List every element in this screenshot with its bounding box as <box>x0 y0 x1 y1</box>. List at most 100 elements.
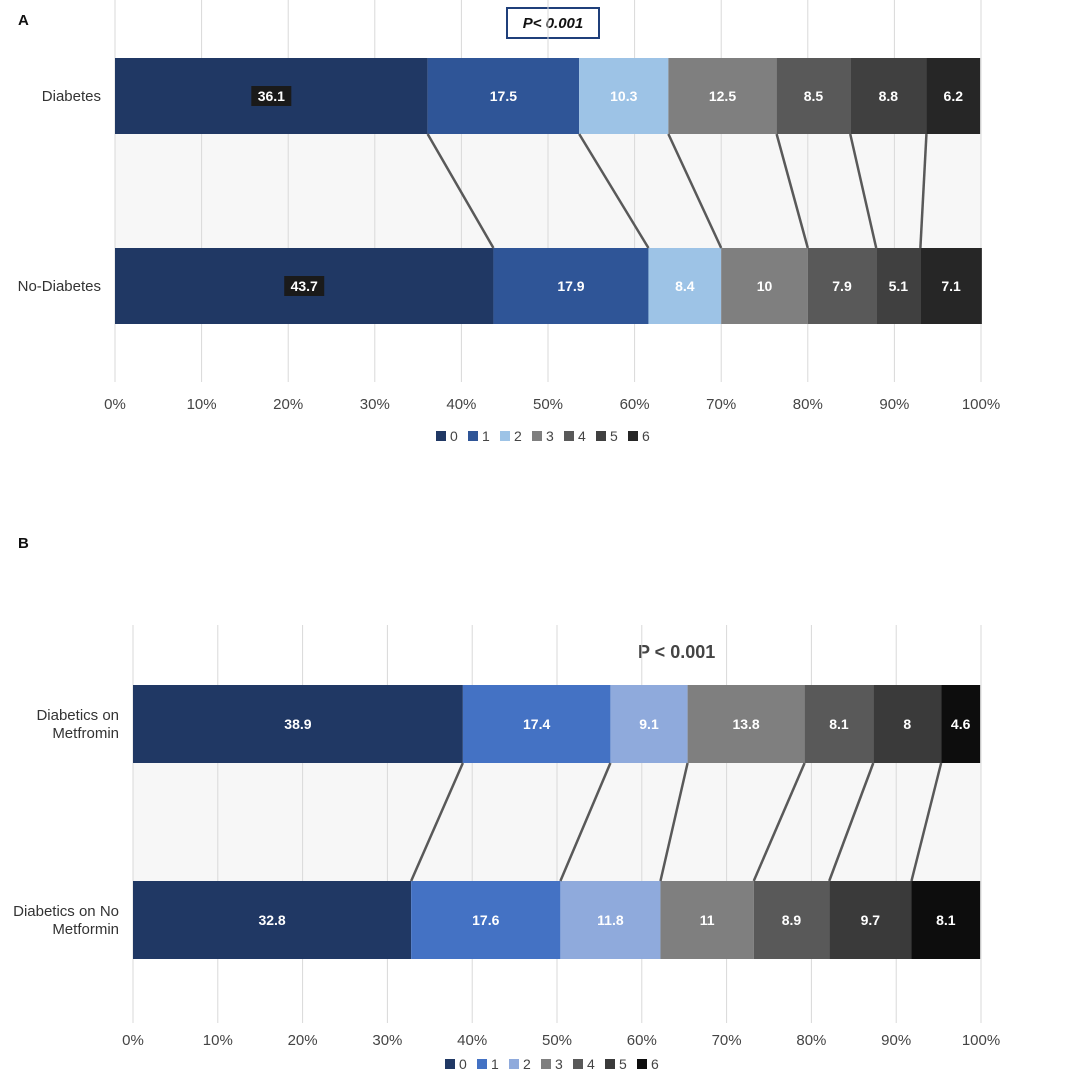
bar-segment-diabetics-on-no-metformin-4 <box>753 881 830 959</box>
legend-swatch <box>541 1059 551 1069</box>
data-label: 9.1 <box>639 716 659 732</box>
legend-label: 6 <box>651 1056 659 1070</box>
legend-label: 3 <box>546 428 554 444</box>
legend-swatch <box>509 1059 519 1069</box>
x-tick-label: 90% <box>879 396 909 413</box>
data-label: 12.5 <box>709 88 736 104</box>
data-label: 8.1 <box>829 716 849 732</box>
panel-letter-b: B <box>18 535 29 552</box>
x-tick-label: 20% <box>273 396 303 413</box>
series-connector-line <box>752 762 806 882</box>
series-connector-line <box>849 133 878 249</box>
bar-segment-diabetics-on-no-metformin-5 <box>829 881 912 959</box>
x-tick-label: 40% <box>457 1032 487 1049</box>
category-label: Metformin <box>52 921 119 938</box>
bar-segment-no-diabetes-4 <box>807 248 877 324</box>
data-label: 8.5 <box>804 88 824 104</box>
x-tick-label: 80% <box>793 396 823 413</box>
data-label: 7.1 <box>941 278 961 294</box>
legend-label: 5 <box>619 1056 627 1070</box>
bar-segment-diabetics-on-no-metformin-6 <box>911 881 981 959</box>
data-label: 11.8 <box>597 912 624 928</box>
data-label: 5.1 <box>889 278 909 294</box>
legend-swatch <box>573 1059 583 1069</box>
x-tick-label: 70% <box>712 1032 742 1049</box>
bar-segment-diabetes-6 <box>926 58 981 134</box>
series-connector-line <box>775 133 810 249</box>
series-connector-line <box>409 762 465 882</box>
legend-swatch <box>596 431 606 441</box>
bar-segment-diabetes-4 <box>776 58 851 134</box>
legend-label: 2 <box>523 1056 531 1070</box>
bar-segment-no-diabetes-2 <box>648 248 722 324</box>
bar-segment-diabetics-on-metfromin-5 <box>873 685 942 763</box>
legend-swatch <box>477 1059 487 1069</box>
series-connector-line <box>828 762 875 882</box>
bar-segment-diabetics-on-metfromin-6 <box>941 685 981 763</box>
data-label: 38.9 <box>284 716 311 732</box>
panel-a: A P< 0.001 36.1 17.5 10.3 12.5 8.5 8.8 6.2 43.7… <box>0 0 1084 460</box>
data-label: 8.9 <box>782 912 802 928</box>
data-label: 9.7 <box>861 912 881 928</box>
bar-segment-diabetics-on-metfromin-2 <box>610 685 688 763</box>
category-label: Metfromin <box>52 725 119 742</box>
bar-segment-diabetics-on-no-metformin-2 <box>560 881 661 959</box>
bar-segment-diabetics-on-metfromin-0 <box>133 685 463 763</box>
series-connector-line <box>659 762 689 882</box>
legend-label: 0 <box>450 428 458 444</box>
data-label: 36.1 <box>258 88 285 104</box>
bar-segment-diabetics-on-no-metformin-1 <box>411 881 561 959</box>
data-label: 17.5 <box>490 88 517 104</box>
category-label: Diabetics on No <box>13 903 119 920</box>
data-label: 4.6 <box>951 716 971 732</box>
category-label: No-Diabetes <box>18 278 101 295</box>
bar-segment-no-diabetes-3 <box>721 248 808 324</box>
legend-label: 4 <box>578 428 586 444</box>
series-connector-line <box>667 133 723 249</box>
legend-label: 1 <box>491 1056 499 1070</box>
legend-swatch <box>445 1059 455 1069</box>
legend-swatch <box>605 1059 615 1069</box>
data-label: 7.9 <box>832 278 852 294</box>
legend-label: 5 <box>610 428 618 444</box>
bar-segment-no-diabetes-6 <box>920 248 982 324</box>
x-tick-label: 100% <box>962 1032 1000 1049</box>
x-tick-label: 60% <box>620 396 650 413</box>
legend-swatch <box>628 431 638 441</box>
x-tick-label: 10% <box>187 396 217 413</box>
legend-swatch <box>637 1059 647 1069</box>
x-tick-label: 40% <box>446 396 476 413</box>
data-label: 8.8 <box>879 88 899 104</box>
panel-letter-a: A <box>18 12 29 29</box>
legend-label: 1 <box>482 428 490 444</box>
bar-segment-diabetes-3 <box>668 58 777 134</box>
data-label: 43.7 <box>291 278 318 294</box>
data-label-box <box>284 276 325 296</box>
legend-label: 6 <box>642 428 650 444</box>
data-label: 6.2 <box>944 88 964 104</box>
legend-swatch <box>468 431 478 441</box>
bar-segment-diabetes-5 <box>850 58 927 134</box>
legend-swatch <box>532 431 542 441</box>
x-tick-label: 50% <box>542 1032 572 1049</box>
series-connector-line <box>578 133 650 249</box>
bar-segment-diabetes-2 <box>579 58 669 134</box>
data-label-box <box>251 86 292 106</box>
legend-label: 3 <box>555 1056 563 1070</box>
x-tick-label: 50% <box>533 396 563 413</box>
series-connector-line <box>910 762 943 882</box>
chart-a: 36.1 17.5 10.3 12.5 8.5 8.8 6.243.7 17.9 8.4 10 7.… <box>18 0 1000 444</box>
data-label: 11 <box>700 912 715 928</box>
data-label: 8.1 <box>936 912 956 928</box>
x-tick-label: 10% <box>203 1032 233 1049</box>
series-connector-line <box>426 133 495 249</box>
panel-b: B P < 0.001 38.9 17.4 9.1 13.8 8.1 8 4.6 32.8 17… <box>0 525 1084 1070</box>
x-tick-label: 0% <box>122 1032 144 1049</box>
data-label: 32.8 <box>258 912 285 928</box>
x-tick-label: 20% <box>288 1032 318 1049</box>
data-label: 17.9 <box>557 278 584 294</box>
x-tick-label: 30% <box>360 396 390 413</box>
x-tick-label: 100% <box>962 396 1000 413</box>
series-connector-line <box>919 133 928 249</box>
bar-segment-diabetics-on-metfromin-3 <box>687 685 805 763</box>
